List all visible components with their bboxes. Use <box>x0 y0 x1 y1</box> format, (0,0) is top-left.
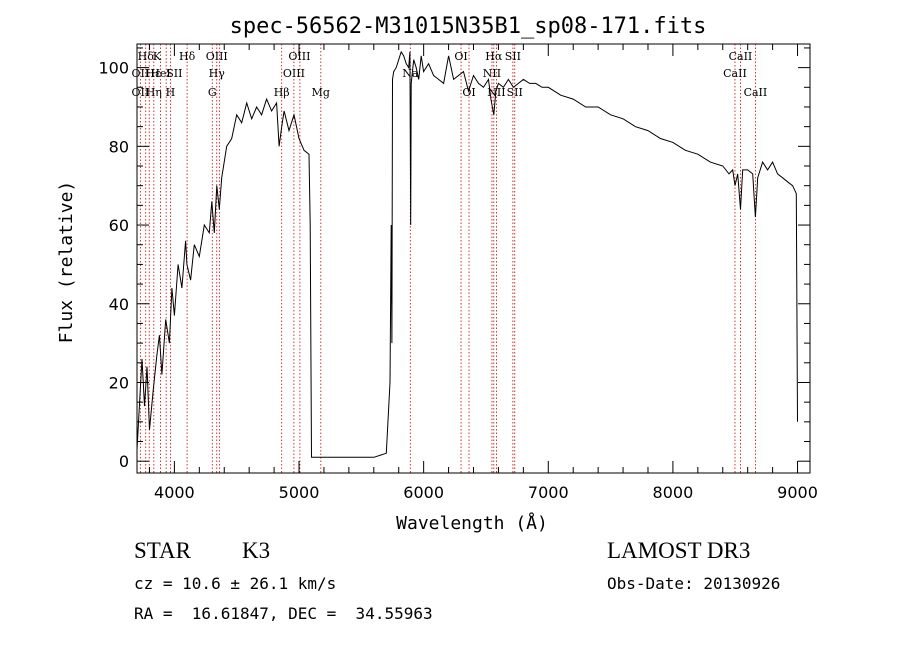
line-label: Na <box>402 67 419 80</box>
line-label: SII <box>505 50 521 63</box>
line-label: NII <box>483 67 501 80</box>
line-label: CaII <box>744 86 768 99</box>
object-subclass: K3 <box>242 538 271 563</box>
object-class: STAR <box>134 538 191 563</box>
y-tick-label: 40 <box>109 295 129 314</box>
line-label: K <box>153 50 162 63</box>
x-tick-label: 7000 <box>528 483 569 502</box>
y-tick-label: 20 <box>109 373 129 392</box>
y-axis-ticks: 0 20 40 60 80 100 <box>98 47 810 471</box>
line-label: Mg <box>312 86 330 99</box>
line-label: Hβ <box>274 86 290 99</box>
line-label: OII <box>132 86 150 99</box>
line-label: Hδ <box>179 50 196 63</box>
x-axis-label: Wavelength (Å) <box>396 512 548 534</box>
y-tick-label: 100 <box>98 59 129 78</box>
line-label: CaII <box>723 67 747 80</box>
x-tick-label: 9000 <box>777 483 818 502</box>
line-label: NII <box>487 86 505 99</box>
y-tick-label: 0 <box>119 452 129 471</box>
line-label: SII <box>166 67 182 80</box>
line-label: HeI <box>150 67 170 80</box>
redshift-readout: cz = 10.6 ± 26.1 km/s <box>134 574 337 593</box>
y-tick-label: 60 <box>109 216 129 235</box>
chart-title: spec-56562-M31015N35B1_sp08-171.fits <box>230 14 707 39</box>
x-tick-label: 4000 <box>154 483 195 502</box>
line-label: G <box>208 86 217 99</box>
line-label: Hη <box>146 86 162 99</box>
line-label: SII <box>507 86 523 99</box>
coordinates: RA = 16.61847, DEC = 34.55963 <box>134 604 433 623</box>
line-label: Hα <box>485 50 503 63</box>
line-label: OIII <box>288 50 310 63</box>
line-label: Hγ <box>209 67 226 80</box>
y-tick-label: 80 <box>109 137 129 156</box>
line-label: H <box>166 86 176 99</box>
line-label: OI <box>454 50 467 63</box>
y-axis-label: Flux (relative) <box>56 181 77 344</box>
spectrum-line <box>136 50 798 458</box>
line-label: OIII <box>206 50 228 63</box>
x-tick-label: 8000 <box>653 483 694 502</box>
line-label: Hε <box>146 67 162 80</box>
line-label: Hδ <box>138 50 155 63</box>
emission-line-markers <box>139 44 756 473</box>
data-release: LAMOST DR3 <box>607 538 751 563</box>
x-tick-label: 5000 <box>279 483 320 502</box>
line-label: OII <box>132 67 150 80</box>
obs-date: Obs-Date: 20130926 <box>607 574 781 593</box>
plot-frame <box>136 43 811 474</box>
line-label: CaII <box>729 50 753 63</box>
line-label: OI <box>462 86 475 99</box>
x-tick-label: 6000 <box>403 483 444 502</box>
x-axis-ticks: 4000 5000 6000 7000 8000 9000 <box>148 44 818 502</box>
line-label: OIII <box>283 67 305 80</box>
